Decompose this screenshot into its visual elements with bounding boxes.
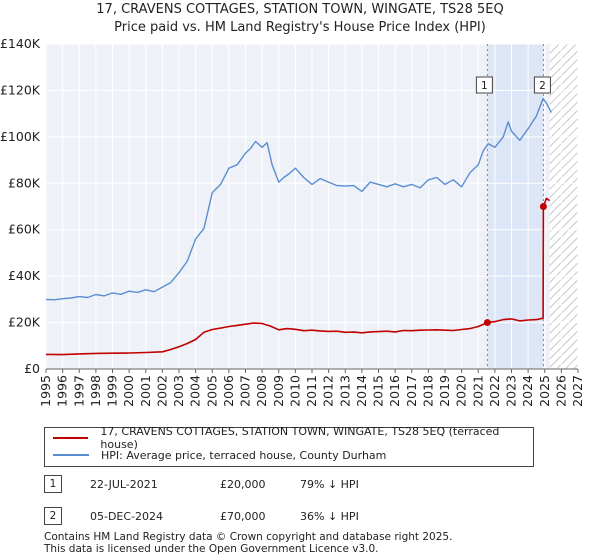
x-tick-label: 1999	[105, 375, 120, 407]
x-tick-label: 2000	[121, 375, 136, 407]
y-tick-label: £40K	[8, 268, 41, 283]
x-tick-label: 2006	[221, 375, 236, 407]
x-tick-label: 2014	[354, 375, 369, 407]
x-tick-label: 1995	[38, 375, 53, 407]
chart-title: 17, CRAVENS COTTAGES, STATION TOWN, WING…	[96, 2, 503, 17]
sale-marker-number: 1	[481, 80, 488, 92]
transaction-hpi-diff: 36% ↓ HPI	[300, 509, 359, 523]
sale-marker-badge	[533, 76, 551, 94]
x-tick-label: 2024	[520, 375, 535, 407]
x-tick-label: 2025	[537, 375, 552, 407]
x-tick-label: 2004	[188, 375, 203, 407]
sale-period-shading	[487, 44, 544, 369]
y-tick-label: £120K	[0, 82, 41, 97]
x-tick-label: 2027	[570, 375, 585, 407]
x-tick-label: 2007	[238, 375, 253, 407]
x-tick-label: 2015	[371, 375, 386, 407]
transaction-badge: 1	[44, 475, 62, 493]
y-tick-label: £140K	[0, 36, 41, 51]
legend-item-hpi: HPI: Average price, terraced house, Coun…	[53, 447, 386, 463]
footer-attribution: Contains HM Land Registry data © Crown c…	[44, 531, 452, 555]
x-tick-label: 2011	[304, 375, 319, 407]
legend-item-property: 17, CRAVENS COTTAGES, STATION TOWN, WING…	[53, 425, 533, 451]
legend-label-property: 17, CRAVENS COTTAGES, STATION TOWN, WING…	[100, 425, 500, 451]
x-tick-label: 2001	[138, 375, 153, 407]
x-tick-label: 2008	[254, 375, 269, 407]
transaction-date: 05-DEC-2024	[90, 509, 164, 523]
y-tick-label: £20K	[8, 315, 41, 330]
x-tick-label: 2017	[404, 375, 419, 407]
x-tick-label: 2018	[420, 375, 435, 407]
x-tick-label: 2022	[487, 375, 502, 407]
legend-swatch-hpi	[53, 454, 89, 456]
x-tick-label: 2016	[387, 375, 402, 407]
chart-subtitle: Price paid vs. HM Land Registry's House …	[114, 20, 486, 35]
sale-marker-badge	[475, 76, 493, 94]
x-tick-label: 2013	[337, 375, 352, 407]
x-tick-label: 2010	[287, 375, 302, 407]
x-tick-label: 2026	[553, 375, 568, 407]
x-tick-label: 2021	[470, 375, 485, 407]
sale-marker-number: 2	[539, 80, 546, 92]
x-tick-label: 2020	[454, 375, 469, 407]
transaction-price: £70,000	[220, 509, 266, 523]
forecast-hatched-area	[549, 44, 578, 369]
legend-swatch-property	[53, 437, 89, 439]
legend: 17, CRAVENS COTTAGES, STATION TOWN, WING…	[44, 425, 534, 467]
x-tick-label: 2002	[154, 375, 169, 407]
price-chart: 17, CRAVENS COTTAGES, STATION TOWN, WING…	[0, 2, 585, 407]
sale-point	[539, 203, 547, 210]
transaction-badge: 2	[44, 507, 62, 525]
property-price-line	[45, 197, 551, 356]
x-tick-label: 2003	[171, 375, 186, 407]
y-tick-label: £80K	[8, 175, 41, 190]
x-tick-label: 1997	[71, 375, 86, 407]
y-tick-label: £0	[24, 361, 40, 376]
x-tick-label: 2009	[271, 375, 286, 407]
hpi-line	[45, 97, 553, 301]
x-tick-label: 1998	[88, 375, 103, 407]
y-tick-label: £60K	[8, 222, 41, 237]
y-tick-label: £100K	[0, 129, 41, 144]
legend-label-hpi: HPI: Average price, terraced house, Coun…	[101, 448, 387, 462]
x-tick-label: 2012	[321, 375, 336, 407]
x-tick-label: 2023	[504, 375, 519, 407]
transaction-hpi-diff: 79% ↓ HPI	[300, 477, 359, 491]
transaction-date: 22-JUL-2021	[90, 477, 158, 491]
footer-line-2: This data is licensed under the Open Gov…	[44, 543, 379, 555]
transaction-price: £20,000	[220, 477, 266, 491]
x-tick-label: 2005	[204, 375, 219, 407]
x-tick-label: 1996	[55, 375, 70, 407]
sale-point	[483, 319, 491, 327]
footer-line-1: Contains HM Land Registry data © Crown c…	[44, 531, 453, 543]
x-tick-label: 2019	[437, 375, 452, 407]
